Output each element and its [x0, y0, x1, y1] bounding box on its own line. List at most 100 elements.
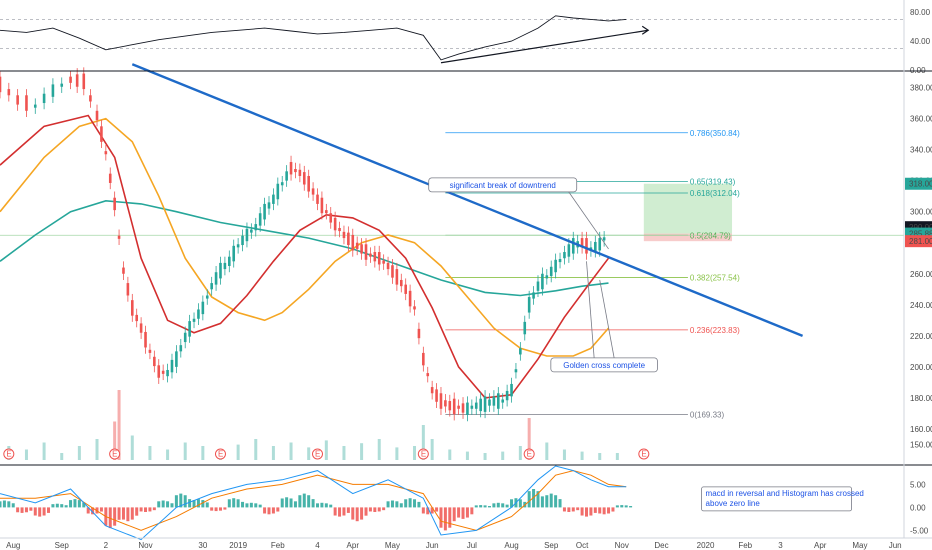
macd-histogram-bar — [152, 507, 156, 511]
price-tick-label: 260.00 — [910, 270, 932, 279]
candle-body — [161, 370, 165, 374]
fib-level-label: 0.5(284.79) — [690, 231, 731, 240]
earnings-marker-label: E — [421, 450, 426, 459]
macd-histogram-bar — [236, 499, 240, 508]
macd-histogram-bar — [263, 507, 267, 514]
macd-histogram-bar — [417, 501, 421, 508]
volume-bar — [430, 439, 434, 460]
candle-body — [360, 244, 363, 254]
macd-histogram-bar — [130, 507, 134, 520]
candle-body — [135, 314, 139, 322]
macd-histogram-bar — [42, 507, 46, 516]
macd-histogram-bar — [218, 507, 222, 511]
annotation-text: significant break of downtrend — [450, 181, 556, 190]
candle-body — [479, 398, 482, 412]
macd-annotation-text: macd in reversal and Histogram has cross… — [706, 489, 864, 498]
time-tick-label: May — [385, 541, 400, 550]
macd-histogram-bar — [346, 507, 350, 513]
candle-body — [501, 399, 505, 403]
earnings-marker — [523, 448, 535, 460]
macd-tick-label: 5.00 — [910, 480, 926, 489]
macd-histogram-bar — [285, 497, 289, 508]
macd-histogram-bar — [580, 507, 584, 516]
macd-histogram-bar — [0, 501, 2, 508]
volume-bar — [501, 451, 505, 460]
candle-body — [51, 84, 55, 97]
macd-histogram-bar — [201, 500, 205, 508]
macd-histogram-bar — [505, 504, 509, 508]
time-tick-label: Dec — [654, 541, 668, 550]
candle-body — [364, 244, 368, 260]
earnings-marker — [3, 448, 15, 460]
candle-body — [571, 238, 575, 254]
time-tick-label: 30 — [198, 541, 207, 550]
macd-histogram-bar — [271, 507, 275, 514]
time-tick-label: 2 — [104, 541, 109, 550]
earnings-marker-label: E — [527, 450, 532, 459]
volume-bar — [545, 442, 549, 460]
macd-histogram-bar — [324, 503, 328, 508]
candle-body — [505, 390, 509, 401]
macd-histogram-bar — [457, 507, 461, 518]
macd-histogram-bar — [355, 507, 359, 522]
macd-histogram-bar — [196, 499, 200, 508]
candle-body — [42, 93, 46, 104]
candle-body — [316, 194, 319, 204]
time-tick-label: May — [852, 541, 867, 550]
candle-body — [470, 405, 474, 409]
annotation-box — [550, 357, 658, 373]
macd-histogram-bar — [316, 503, 320, 508]
candle-body — [183, 332, 187, 343]
macd-histogram-bar — [64, 505, 68, 508]
macd-histogram-bar — [443, 507, 447, 531]
annotation-pointer — [586, 261, 595, 358]
macd-histogram-bar — [29, 507, 33, 511]
candle-body — [541, 273, 544, 290]
macd-histogram-bar — [135, 507, 139, 516]
annotation-box — [428, 177, 578, 193]
volume-bar — [483, 453, 487, 460]
macd-histogram-bar — [554, 495, 558, 508]
candle-body — [170, 359, 174, 373]
candle-body — [16, 95, 19, 105]
candle-body — [483, 396, 487, 412]
price-label-box — [905, 177, 932, 190]
candle-body — [179, 345, 183, 352]
macd-histogram-bar — [267, 507, 271, 515]
volume-bar — [77, 446, 81, 460]
volume-bar — [413, 446, 417, 460]
candle-body — [60, 83, 64, 87]
candle-body — [75, 74, 79, 87]
macd-histogram-bar — [108, 507, 112, 529]
macd-histogram-bar — [91, 507, 95, 515]
time-tick-label: Aug — [504, 541, 518, 550]
macd-histogram-bar — [329, 504, 333, 508]
candle-body — [413, 306, 416, 310]
macd-signal-line — [0, 470, 627, 531]
volume-bar — [289, 442, 293, 460]
volume-bar — [113, 421, 117, 460]
candle-body — [461, 403, 465, 413]
macd-histogram-bar — [377, 507, 381, 512]
macd-histogram-bar — [593, 507, 597, 513]
volume-bar — [42, 442, 46, 460]
macd-annotation-box — [701, 486, 852, 512]
candle-body — [228, 256, 231, 266]
candle-body — [457, 405, 460, 409]
candle-body — [399, 279, 403, 287]
price-tick-label: 340.00 — [910, 146, 932, 155]
candle-body — [280, 182, 284, 186]
macd-tick-label: 0.00 — [910, 503, 926, 512]
macd-histogram-bar — [598, 507, 602, 514]
macd-histogram-bar — [461, 507, 465, 519]
macd-histogram-bar — [368, 507, 372, 512]
price-tick-label: 200.00 — [910, 363, 932, 372]
price-label-text: 318.00 — [909, 180, 932, 189]
candle-body — [342, 231, 346, 239]
macd-histogram-bar — [602, 507, 606, 515]
candle-body — [223, 262, 227, 270]
candle-body — [514, 369, 518, 373]
macd-histogram-bar — [351, 507, 355, 520]
candle-body — [153, 356, 156, 367]
